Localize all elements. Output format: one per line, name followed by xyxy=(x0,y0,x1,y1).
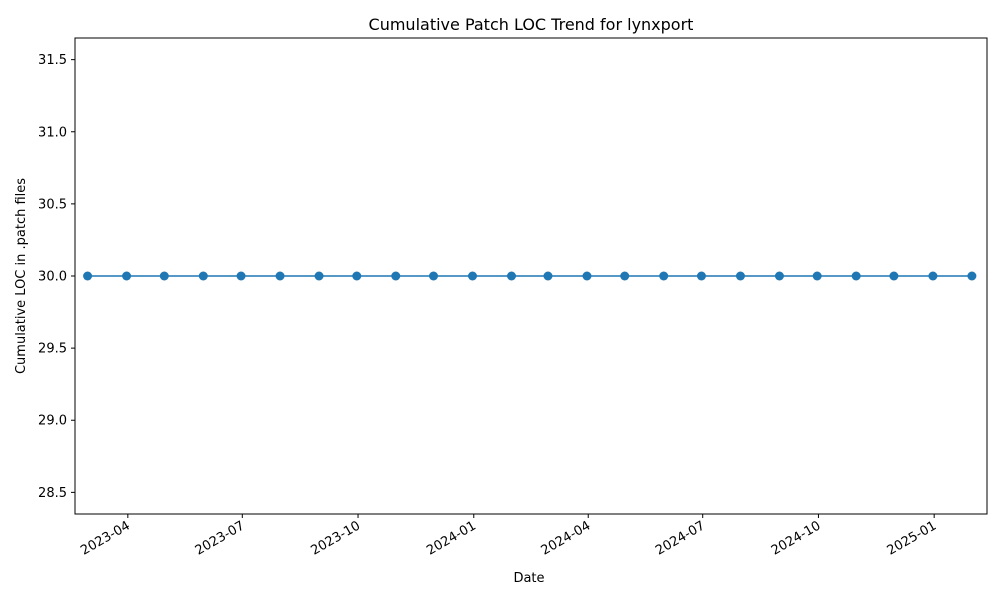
data-point xyxy=(236,271,246,281)
data-point xyxy=(967,271,977,281)
data-point xyxy=(391,271,401,281)
x-axis: 2023-04 2023-07 2023-10 2024-01 2024-04 2024-… xyxy=(78,514,939,559)
x-tick-label: 2025-01 xyxy=(885,518,940,558)
data-point xyxy=(582,271,592,281)
data-point xyxy=(928,271,938,281)
data-point xyxy=(735,271,745,281)
data-point xyxy=(507,271,516,281)
x-tick-label: 2024-04 xyxy=(539,518,594,558)
y-tick-label: 29.5 xyxy=(38,342,67,357)
data-point xyxy=(314,271,324,281)
data-point xyxy=(659,271,669,281)
data-point xyxy=(122,271,132,281)
data-point xyxy=(543,271,553,281)
y-axis: 28.5 29.0 29.5 30.0 30.5 31.0 31.5 xyxy=(38,53,75,501)
data-point xyxy=(889,271,899,281)
y-tick-label: 31.0 xyxy=(38,125,67,140)
y-tick-label: 28.5 xyxy=(38,486,67,501)
data-point xyxy=(352,271,362,281)
data-point xyxy=(83,271,93,281)
data-point xyxy=(812,271,822,281)
x-tick-label: 2024-07 xyxy=(653,518,708,558)
data-point xyxy=(198,271,208,281)
data-point xyxy=(851,271,861,281)
y-tick-label: 30.0 xyxy=(38,270,67,285)
x-tick-label: 2023-10 xyxy=(308,518,363,558)
chart-title: Cumulative Patch LOC Trend for lynxport xyxy=(369,15,694,34)
y-tick-label: 29.0 xyxy=(38,414,67,429)
data-point xyxy=(696,271,706,281)
y-axis-label: Cumulative LOC in .patch files xyxy=(14,178,29,374)
x-tick-label: 2023-04 xyxy=(78,518,133,558)
x-tick-label: 2024-10 xyxy=(769,518,824,558)
axes-frame xyxy=(74,37,988,515)
y-tick-label: 30.5 xyxy=(38,197,67,212)
x-tick-label: 2023-07 xyxy=(193,518,248,558)
x-tick-label: 2024-01 xyxy=(424,518,479,558)
series-layer xyxy=(83,271,977,281)
data-point xyxy=(429,271,439,281)
data-point xyxy=(774,271,784,281)
data-point xyxy=(159,271,169,281)
data-point xyxy=(620,271,630,281)
data-point xyxy=(468,271,478,281)
x-axis-label: Date xyxy=(513,571,544,586)
data-point xyxy=(275,271,285,281)
y-tick-label: 31.5 xyxy=(38,53,67,68)
